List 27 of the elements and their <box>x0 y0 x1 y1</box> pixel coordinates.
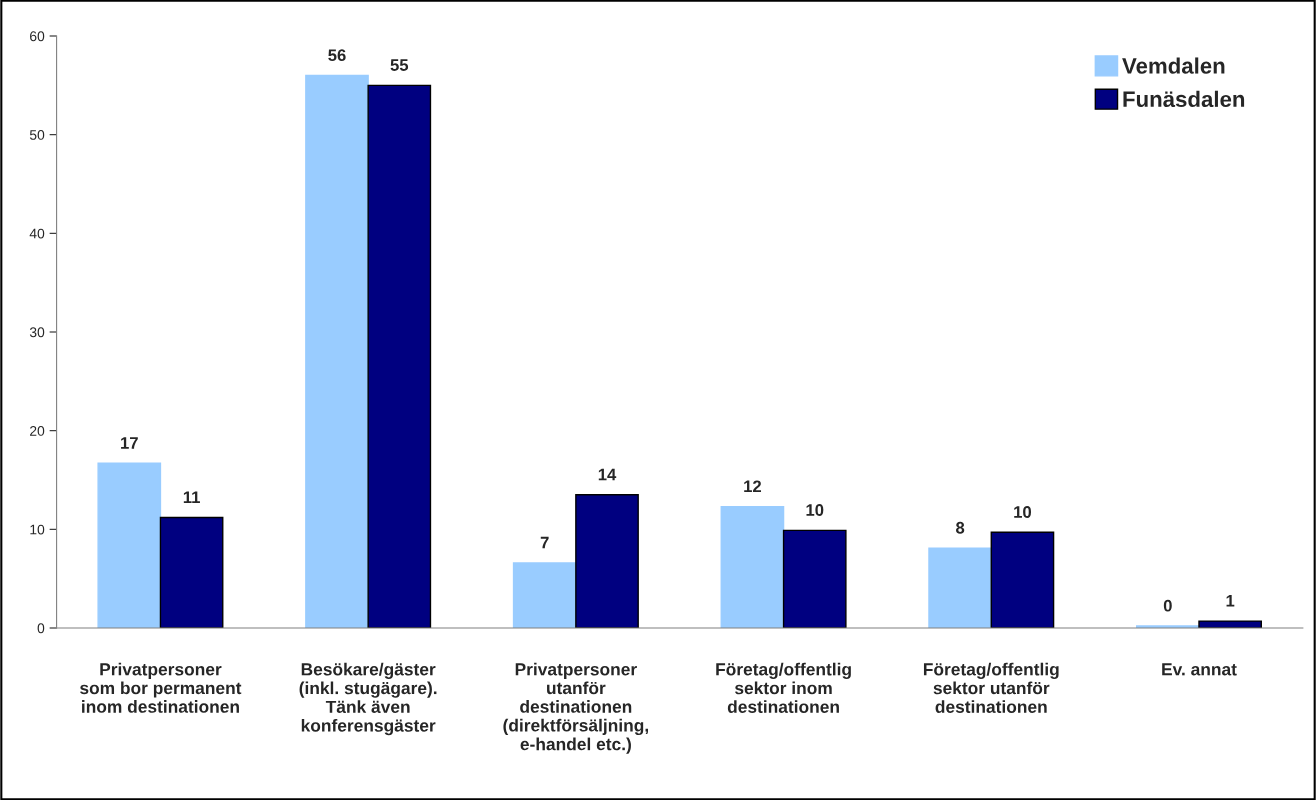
data-label: 10 <box>1014 506 1032 518</box>
x-tick-label: Företag/offentlig sektor inom destinationen <box>716 662 851 713</box>
data-label: 56 <box>328 49 346 62</box>
data-label: 7 <box>540 536 549 549</box>
y-tick-label: 20 <box>30 426 45 436</box>
legend-label: Funäsdalen <box>1123 90 1245 108</box>
y-tick-label: 0 <box>37 623 45 634</box>
data-label: 0 <box>1163 599 1172 612</box>
y-tick-label: 60 <box>30 31 45 42</box>
data-label: 10 <box>806 504 824 516</box>
data-label: 1 <box>1226 595 1235 607</box>
data-label: 17 <box>121 437 138 449</box>
data-label: 55 <box>390 59 409 71</box>
x-tick-label: Privatpersoner utanför destinationen (direktförsäljning, e-handel etc.) <box>503 662 649 754</box>
x-tick-label: Besökare/gäster (inkl. stugägare). Tänk även konferensgäster <box>299 662 437 736</box>
legend-label: Vemdalen <box>1122 57 1225 74</box>
y-tick-label: 10 <box>30 524 45 535</box>
data-label: 11 <box>183 491 200 503</box>
y-tick-label: 40 <box>29 228 45 239</box>
x-tick-label: Ev. annat <box>1162 663 1237 676</box>
x-tick-label: Företag/offentlig sektor utanför destinationen <box>923 662 1059 713</box>
y-tick-label: 30 <box>29 327 45 338</box>
data-label: 14 <box>598 468 617 481</box>
data-label: 8 <box>956 521 965 534</box>
x-tick-label: Privatpersoner som bor permanent inom destinationen <box>80 662 242 713</box>
data-label: 12 <box>744 480 762 493</box>
y-tick-label: 50 <box>29 130 45 140</box>
